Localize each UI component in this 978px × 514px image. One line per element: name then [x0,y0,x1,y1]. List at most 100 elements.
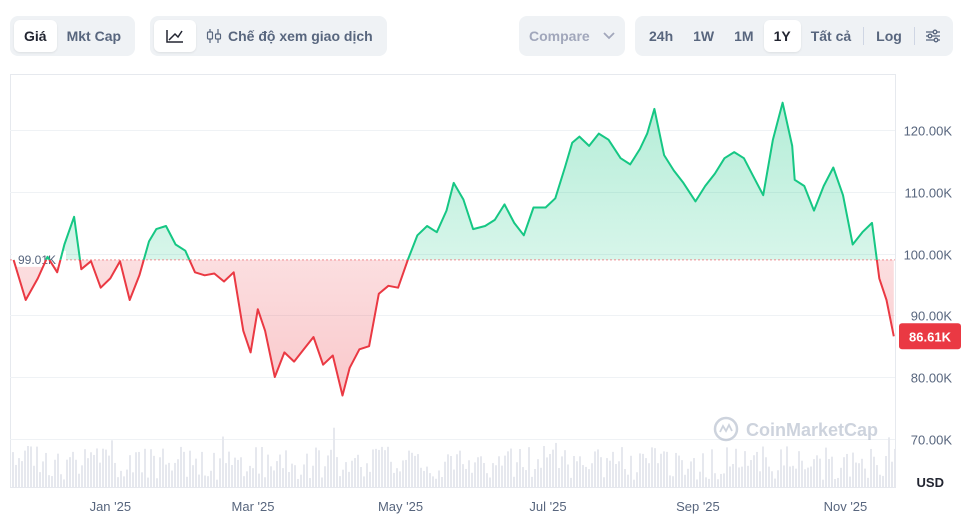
range-all[interactable]: Tất cả [810,28,852,44]
price-lines [12,101,895,397]
trading-view-label: Chế độ xem giao dịch [228,28,373,44]
volume-bar [825,447,827,488]
volume-bar [471,472,473,488]
volume-bar [291,463,293,488]
volume-bar [147,477,149,488]
y-tick-label: 110.00K [905,186,953,201]
volume-bar [222,436,224,488]
volume-bar [288,472,290,488]
price-mktcap-toggle: Giá Mkt Cap [10,16,136,56]
volume-bar [645,458,647,488]
volume-bar [759,471,761,488]
volume-bar [267,454,269,488]
compare-dropdown[interactable]: Compare [519,16,625,56]
x-tick-label: May '25 [378,499,423,514]
volume-bar [792,465,794,488]
volume-bar [573,456,575,488]
volume-bar [384,450,386,488]
volume-bar [819,458,821,488]
tab-market-cap[interactable]: Mkt Cap [66,28,122,44]
volume-bar [498,456,500,488]
volume-bar [771,471,773,488]
volume-bar [654,448,656,488]
volume-bar [582,465,584,488]
volume-bar [528,447,530,488]
volume-bar [663,451,665,488]
volume-bar [861,458,863,488]
volume-bar [354,458,356,488]
volume-bar [399,471,401,488]
volume-bar [189,450,191,488]
volume-bar [378,449,380,488]
volume-bar [15,464,17,488]
line-chart-button[interactable] [154,20,196,52]
baseline-label-bg [12,250,66,267]
volume-bar [153,455,155,488]
trading-view-button[interactable]: Chế độ xem giao dịch [196,20,383,52]
volume-bar [294,465,296,488]
price-chart[interactable]: CoinMarketCap 99.01K 70.00K 80.00K 90.00K 1… [0,70,978,514]
y-tick-label: 100.00K [904,248,953,263]
watermark-text: CoinMarketCap [746,420,878,440]
volume-bar [255,447,257,488]
volume-bar [552,449,554,488]
volume-bar [303,464,305,488]
volume-bar [774,478,776,488]
volume-bar [336,457,338,488]
volume-bar [780,449,782,488]
range-24h[interactable]: 24h [649,28,674,44]
volume-bar [675,452,677,488]
volume-bar [219,458,221,488]
volume-bar [564,450,566,488]
range-1y[interactable]: 1Y [763,20,801,52]
volume-bar [186,476,188,488]
volume-bar [162,448,164,488]
tab-price[interactable]: Giá [14,20,57,52]
volume-bar [75,459,77,488]
volume-bar [204,475,206,488]
volume-bar [252,468,254,488]
volume-bar [567,464,569,488]
volume-bar [435,478,437,488]
x-axis: Jan '25 Mar '25 May '25 Jul '25 Sep '25 Nov '… [90,499,868,514]
volume-bar [300,474,302,488]
y-tick-label: 80.00K [911,371,953,386]
volume-bar [441,477,443,488]
volume-bar [48,475,50,488]
volume-bar [729,466,731,488]
volume-bar [531,476,533,488]
volume-bar [375,448,377,488]
volume-bar [129,455,131,488]
volume-bar [57,453,59,488]
volume-bar [309,478,311,488]
volume-bar [171,470,173,488]
volume-bar [840,467,842,488]
volume-bar [447,454,449,488]
volume-bar [483,462,485,488]
line-chart-icon [166,29,184,43]
volume-bar [417,454,419,488]
volume-bar [888,437,890,488]
volume-bar [873,456,875,488]
volume-bar [846,453,848,488]
volume-bar [624,469,626,488]
volume-bar [789,466,791,488]
volume-bar [357,454,359,488]
log-scale-button[interactable]: Log [876,28,902,44]
settings-button[interactable] [917,20,949,52]
volume-bar [699,471,701,488]
volume-bar [543,446,545,488]
range-1m[interactable]: 1M [734,28,754,44]
range-1w[interactable]: 1W [693,28,715,44]
volume-bar [246,471,248,488]
volume-bar [822,479,824,488]
volume-bar [549,454,551,488]
volume-bar [84,449,86,488]
volume-bar [510,448,512,488]
volume-bar [360,467,362,488]
volume-bar [114,462,116,488]
volume-bar [156,478,158,488]
volume-bar [285,450,287,488]
volume-bar [633,479,635,488]
volume-bar [687,468,689,488]
